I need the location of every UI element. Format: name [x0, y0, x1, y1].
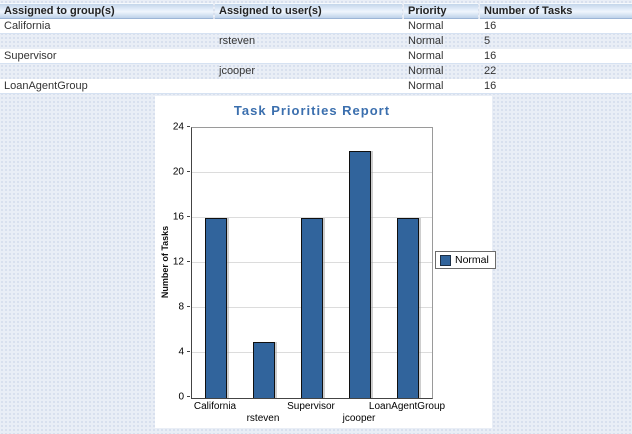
plot-area — [191, 127, 433, 399]
column-header-priority: Priority — [404, 3, 478, 19]
column-header-number-of-tasks: Number of Tasks — [480, 3, 632, 19]
bar-rsteven — [253, 341, 275, 398]
table-row: LoanAgentGroup Normal 16 — [0, 79, 632, 94]
cell-number-of-tasks: 16 — [484, 80, 497, 92]
cell-assigned-group — [0, 34, 213, 49]
cell-number-of-tasks: 16 — [484, 50, 497, 62]
table-row: rsteven Normal 5 — [0, 34, 632, 49]
table-body: California Normal 16 rsteven Normal 5 Supervis… — [0, 19, 632, 94]
cell-priority: Normal — [408, 20, 444, 32]
x-tick-label: jcooper — [342, 413, 376, 424]
cell-assigned-group — [0, 64, 213, 79]
gridline — [192, 217, 432, 218]
cell-number-of-tasks: 22 — [484, 65, 497, 77]
chart-title: Task Priorities Report — [233, 103, 391, 118]
gridline — [192, 172, 432, 173]
y-tick-mark — [187, 216, 190, 217]
y-tick-label: 12 — [172, 256, 184, 268]
cell-assigned-group: Supervisor — [4, 50, 57, 62]
cell-assigned-user — [215, 19, 402, 33]
table-header-row: Assigned to group(s) Assigned to user(s)… — [0, 3, 632, 19]
column-header-assigned-group: Assigned to group(s) — [0, 3, 213, 19]
y-tick-mark — [187, 396, 190, 397]
y-tick-mark — [187, 306, 190, 307]
x-tick-label: Supervisor — [287, 401, 335, 412]
cell-priority: Normal — [408, 65, 444, 77]
cell-priority: Normal — [408, 35, 444, 47]
chart-panel: Task Priorities Report Number of Tasks 0… — [155, 96, 496, 428]
chart-legend: Normal — [435, 251, 496, 269]
cell-number-of-tasks: 5 — [484, 35, 491, 47]
bar-jcooper — [349, 150, 371, 398]
cell-assigned-user — [215, 79, 402, 93]
task-report-table: Assigned to group(s) Assigned to user(s)… — [0, 3, 632, 94]
y-tick-label: 4 — [178, 346, 184, 358]
table-row: Supervisor Normal 16 — [0, 49, 632, 64]
bar-LoanAgentGroup — [397, 218, 419, 398]
y-tick-label: 0 — [178, 391, 184, 403]
cell-number-of-tasks: 16 — [484, 20, 497, 32]
y-tick-mark — [187, 171, 190, 172]
y-tick-label: 24 — [172, 121, 184, 133]
y-tick-mark — [187, 126, 190, 127]
cell-priority: Normal — [408, 50, 444, 62]
y-tick-mark — [187, 351, 190, 352]
bars-container — [192, 128, 432, 398]
bar-Supervisor — [301, 218, 323, 398]
table-row: jcooper Normal 22 — [0, 64, 632, 79]
y-tick-mark — [187, 261, 190, 262]
cell-assigned-group: California — [4, 20, 51, 32]
cell-priority: Normal — [408, 80, 444, 92]
y-tick-label: 8 — [178, 301, 184, 313]
cell-assigned-user: jcooper — [219, 65, 256, 77]
column-header-assigned-user: Assigned to user(s) — [215, 3, 402, 19]
legend-swatch-normal — [440, 254, 451, 266]
x-tick-label: LoanAgentGroup — [368, 401, 446, 412]
cell-assigned-group: LoanAgentGroup — [4, 80, 88, 92]
cell-assigned-user — [215, 49, 402, 63]
y-tick-label: 20 — [172, 166, 184, 178]
y-axis: 0 4 8 12 16 20 24 — [155, 122, 190, 403]
cell-assigned-user: rsteven — [219, 35, 256, 47]
y-tick-label: 16 — [172, 211, 184, 223]
x-axis-labels: California rsteven Supervisor jcooper LoanAg… — [191, 401, 451, 427]
legend-label: Normal — [455, 254, 489, 266]
x-tick-label: California — [193, 401, 237, 412]
bar-California — [205, 218, 227, 398]
table-row: California Normal 16 — [0, 19, 632, 34]
x-tick-label: rsteven — [246, 413, 280, 424]
